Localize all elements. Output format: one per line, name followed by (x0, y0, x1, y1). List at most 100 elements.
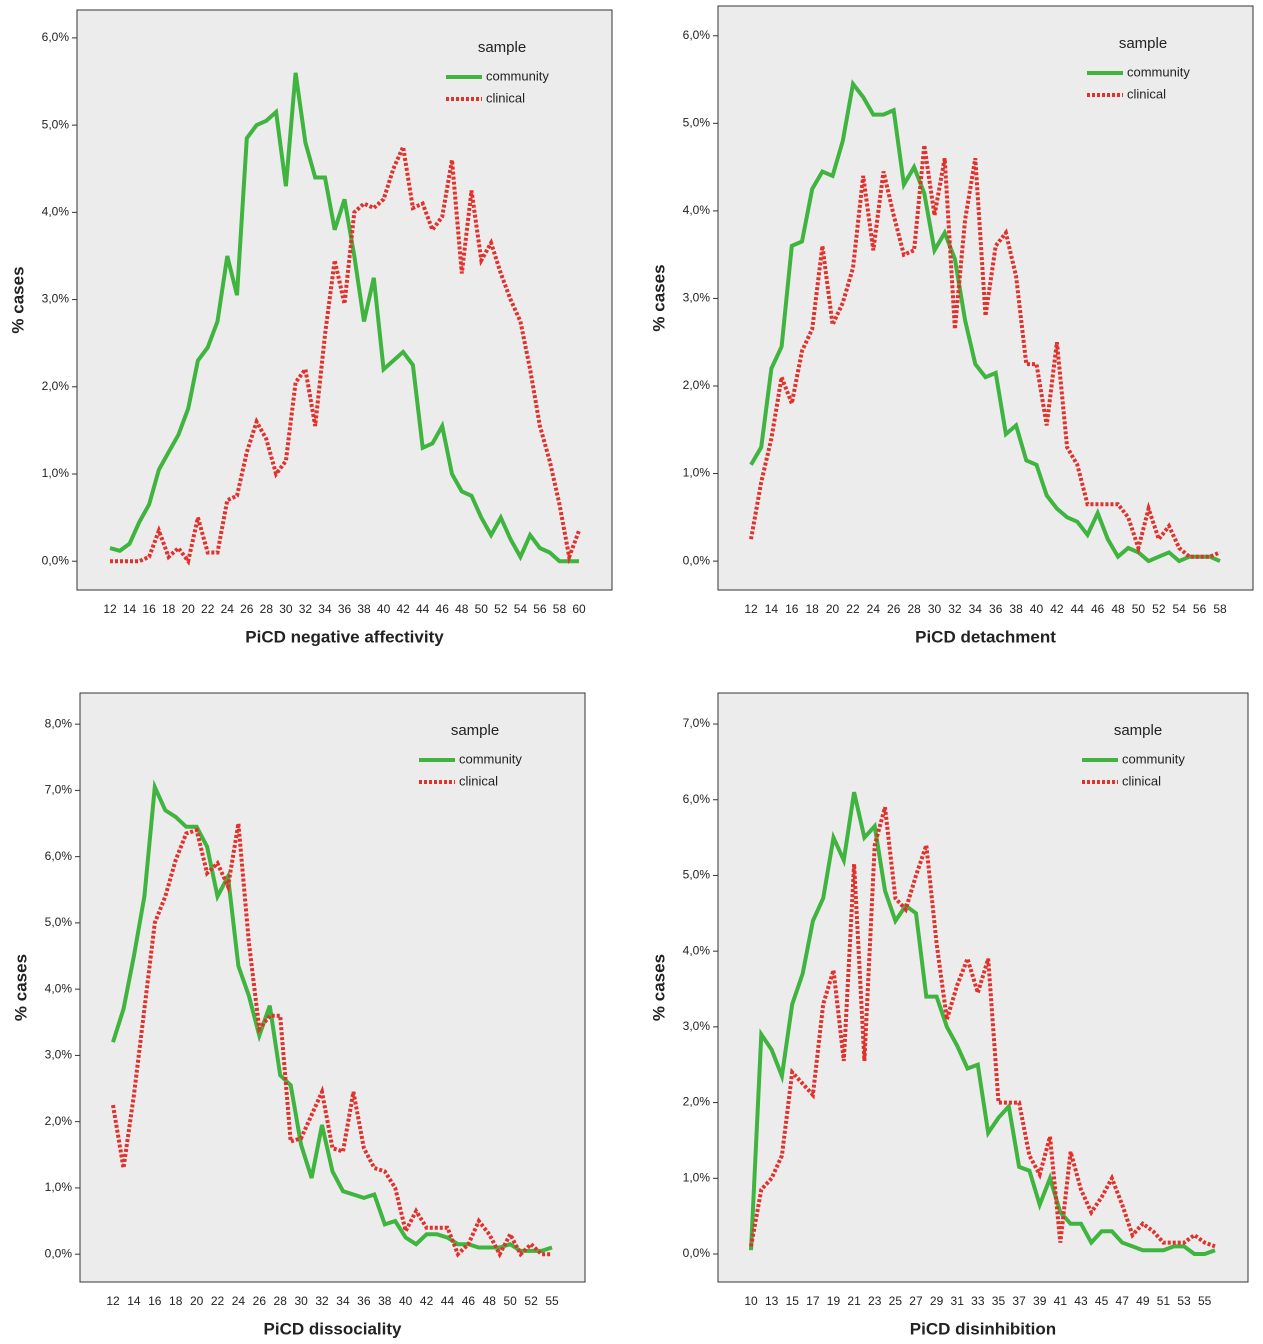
legend-title: sample (1119, 35, 1167, 52)
y-tick-label: 2,0% (683, 378, 711, 392)
y-tick-label: 1,0% (42, 466, 70, 480)
x-tick-label: 12 (106, 1294, 120, 1308)
x-tick-label: 32 (315, 1294, 329, 1308)
x-tick-label: 48 (483, 1294, 497, 1308)
x-tick-label: 42 (396, 602, 410, 616)
x-tick-label: 27 (909, 1294, 923, 1308)
x-tick-label: 51 (1157, 1294, 1171, 1308)
x-tick-label: 28 (907, 602, 921, 616)
x-tick-label: 36 (338, 602, 352, 616)
legend-label: community (459, 751, 522, 766)
legend-title: sample (478, 39, 526, 56)
x-tick-label: 56 (1193, 602, 1207, 616)
y-tick-label: 5,0% (45, 915, 73, 929)
x-tick-label: 30 (928, 602, 942, 616)
x-tick-label: 20 (826, 602, 840, 616)
x-tick-label: 42 (420, 1294, 434, 1308)
x-tick-label: 15 (786, 1294, 800, 1308)
x-tick-label: 55 (545, 1294, 559, 1308)
x-tick-label: 60 (572, 602, 586, 616)
x-tick-label: 22 (201, 602, 215, 616)
x-tick-label: 49 (1136, 1294, 1150, 1308)
legend-label: community (486, 68, 549, 83)
legend-label: clinical (486, 90, 525, 105)
y-axis-title: % cases (11, 954, 30, 1021)
x-tick-label: 44 (1071, 602, 1085, 616)
y-tick-label: 8,0% (45, 716, 73, 730)
x-tick-label: 16 (148, 1294, 162, 1308)
x-tick-label: 18 (805, 602, 819, 616)
y-tick-label: 0,0% (45, 1246, 73, 1260)
x-tick-label: 16 (785, 602, 799, 616)
data-line (749, 79, 1221, 564)
y-tick-label: 1,0% (683, 466, 711, 480)
data-line (110, 139, 581, 566)
x-tick-label: 53 (1177, 1294, 1191, 1308)
x-tick-label: 56 (533, 602, 547, 616)
x-tick-label: 44 (441, 1294, 455, 1308)
y-tick-label: 7,0% (45, 783, 73, 797)
legend-title: sample (451, 722, 499, 739)
data-line (749, 806, 1216, 1249)
x-tick-label: 22 (211, 1294, 225, 1308)
x-tick-label: 46 (436, 602, 450, 616)
x-tick-label: 43 (1074, 1294, 1088, 1308)
x-tick-label: 19 (827, 1294, 841, 1308)
x-tick-label: 18 (169, 1294, 183, 1308)
x-tick-label: 28 (274, 1294, 288, 1308)
x-tick-label: 35 (992, 1294, 1006, 1308)
x-tick-label: 10 (744, 1294, 758, 1308)
x-tick-label: 50 (475, 602, 489, 616)
x-tick-label: 40 (377, 602, 391, 616)
y-tick-label: 6,0% (683, 792, 711, 806)
y-tick-label: 6,0% (45, 849, 73, 863)
y-tick-label: 5,0% (42, 117, 70, 131)
x-tick-label: 24 (221, 602, 235, 616)
x-tick-label: 36 (357, 1294, 371, 1308)
x-tick-label: 21 (847, 1294, 861, 1308)
x-tick-label: 40 (1030, 602, 1044, 616)
y-tick-label: 3,0% (683, 1019, 711, 1033)
x-tick-label: 34 (336, 1294, 350, 1308)
x-tick-label: 28 (260, 602, 274, 616)
x-tick-label: 52 (524, 1294, 538, 1308)
data-line (111, 823, 552, 1259)
x-tick-label: 55 (1198, 1294, 1212, 1308)
x-tick-label: 32 (299, 602, 313, 616)
x-tick-label: 54 (1173, 602, 1187, 616)
data-line (749, 791, 1216, 1256)
x-tick-label: 54 (514, 602, 528, 616)
x-tick-label: 30 (279, 602, 293, 616)
x-tick-label: 58 (1213, 602, 1227, 616)
x-tick-label: 47 (1116, 1294, 1130, 1308)
x-tick-label: 26 (887, 602, 901, 616)
x-tick-label: 52 (494, 602, 508, 616)
plot-area (79, 692, 586, 1283)
x-tick-label: 48 (1111, 602, 1125, 616)
x-tick-label: 16 (142, 602, 156, 616)
y-axis-title: % cases (8, 266, 27, 333)
y-tick-label: 7,0% (683, 716, 711, 730)
x-tick-label: 30 (294, 1294, 308, 1308)
x-tick-label: 31 (951, 1294, 965, 1308)
x-tick-label: 46 (1091, 602, 1105, 616)
y-tick-label: 3,0% (42, 292, 70, 306)
legend-title: sample (1114, 722, 1162, 739)
x-tick-label: 34 (318, 602, 332, 616)
legend-label: clinical (1127, 86, 1166, 101)
x-tick-label: 36 (989, 602, 1003, 616)
x-tick-label: 33 (971, 1294, 985, 1308)
y-tick-label: 6,0% (42, 30, 70, 44)
x-tick-label: 39 (1033, 1294, 1047, 1308)
x-tick-label: 48 (455, 602, 469, 616)
x-tick-label: 38 (1009, 602, 1023, 616)
x-tick-label: 23 (868, 1294, 882, 1308)
data-line (109, 72, 579, 564)
x-tick-label: 20 (181, 602, 195, 616)
y-tick-label: 1,0% (45, 1180, 73, 1194)
x-tick-label: 13 (765, 1294, 779, 1308)
x-axis-title: PiCD disinhibition (910, 1319, 1056, 1338)
x-tick-label: 17 (806, 1294, 820, 1308)
x-tick-label: 14 (765, 602, 779, 616)
x-tick-label: 26 (253, 1294, 267, 1308)
